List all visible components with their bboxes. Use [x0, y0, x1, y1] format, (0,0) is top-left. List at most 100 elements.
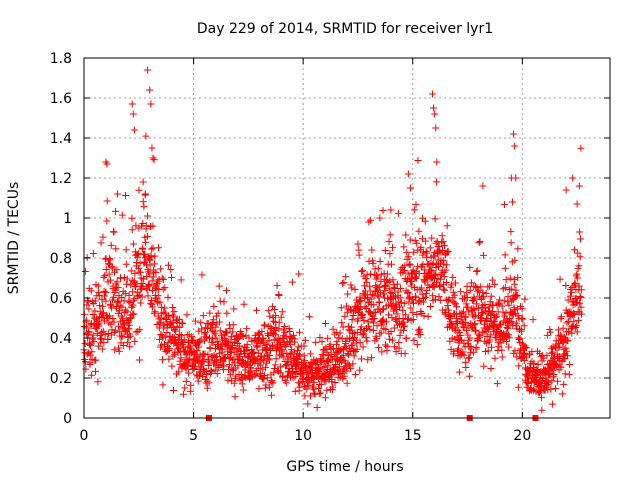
data-point [104, 329, 112, 337]
data-point [182, 377, 190, 385]
data-point [562, 347, 570, 355]
data-point [208, 335, 216, 343]
data-point [271, 361, 279, 369]
data-point [476, 314, 484, 322]
y-tick-label: 0.8 [50, 251, 72, 267]
data-point [290, 348, 298, 356]
data-point [273, 282, 281, 290]
data-point [347, 281, 355, 289]
data-point [133, 259, 141, 267]
data-point [466, 286, 474, 294]
data-point [487, 292, 495, 300]
data-point [127, 267, 135, 275]
data-point [374, 265, 382, 273]
data-point [266, 323, 274, 331]
data-point [146, 256, 154, 264]
data-point [574, 249, 582, 257]
data-point [502, 276, 510, 284]
data-point [435, 293, 443, 301]
data-point [131, 269, 139, 277]
data-point [550, 370, 558, 378]
data-point [525, 369, 533, 377]
data-point [169, 304, 177, 312]
x-tick-label: 10 [294, 428, 312, 444]
data-point [121, 290, 129, 298]
data-point [402, 231, 410, 239]
data-point [282, 379, 290, 387]
data-point [289, 331, 297, 339]
data-point [484, 347, 492, 355]
data-point [515, 336, 523, 344]
data-point [454, 345, 462, 353]
data-point [175, 315, 183, 323]
data-point [148, 144, 156, 152]
data-point [313, 404, 321, 412]
data-point [227, 338, 235, 346]
data-point [152, 269, 160, 277]
data-point [122, 306, 130, 314]
data-point [426, 244, 434, 252]
data-point [471, 321, 479, 329]
data-point [98, 310, 106, 318]
data-point [191, 317, 199, 325]
data-point [81, 267, 89, 275]
data-point [383, 270, 391, 278]
data-point [343, 302, 351, 310]
data-point [390, 324, 398, 332]
data-point [368, 246, 376, 254]
data-point [376, 283, 384, 291]
data-point [562, 281, 570, 289]
data-point [383, 318, 391, 326]
data-point [167, 266, 175, 274]
data-point [129, 110, 137, 118]
data-point [347, 365, 355, 373]
data-point [103, 217, 111, 225]
data-point [464, 303, 472, 311]
data-point [161, 284, 169, 292]
data-point [97, 239, 105, 247]
data-point [388, 314, 396, 322]
data-point [343, 379, 351, 387]
data-point [318, 338, 326, 346]
data-point [416, 286, 424, 294]
data-point [442, 266, 450, 274]
data-point [418, 284, 426, 292]
data-point [203, 377, 211, 385]
data-point [342, 273, 350, 281]
data-point [187, 381, 195, 389]
data-point [403, 248, 411, 256]
data-point [209, 316, 217, 324]
data-point [245, 334, 253, 342]
data-point [102, 266, 110, 274]
data-point [127, 314, 135, 322]
data-point [554, 326, 562, 334]
data-point [216, 327, 224, 335]
data-point [134, 249, 142, 257]
data-point [357, 303, 365, 311]
data-point [465, 372, 473, 380]
data-point [114, 284, 122, 292]
data-point [172, 327, 180, 335]
data-point [468, 307, 476, 315]
data-point [199, 312, 207, 320]
data-point [369, 326, 377, 334]
data-point [300, 359, 308, 367]
data-point [84, 298, 92, 306]
data-point [123, 275, 131, 283]
data-point [338, 279, 346, 287]
data-point [300, 342, 308, 350]
data-point [169, 387, 177, 395]
data-point [198, 271, 206, 279]
data-point [222, 328, 230, 336]
data-point [428, 261, 436, 269]
data-point [286, 340, 294, 348]
data-point [176, 323, 184, 331]
data-point [381, 247, 389, 255]
data-point [194, 377, 202, 385]
data-point [243, 325, 251, 333]
data-point [333, 338, 341, 346]
chart-title: Day 229 of 2014, SRMTID for receiver lyr… [197, 21, 493, 37]
data-point [420, 312, 428, 320]
data-point [366, 325, 374, 333]
data-point [323, 386, 331, 394]
